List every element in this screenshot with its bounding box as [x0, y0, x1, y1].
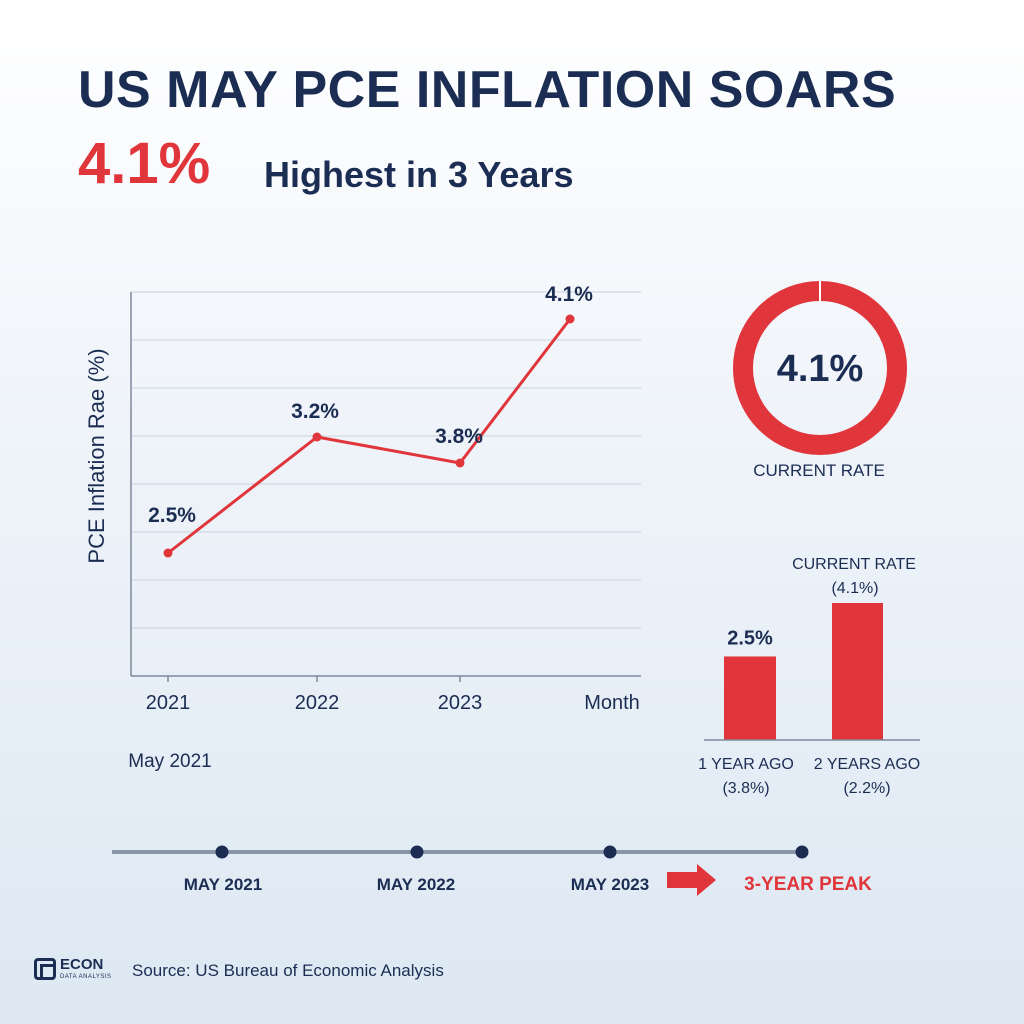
timeline-dot — [795, 845, 809, 859]
timeline: MAY 2021 MAY 2022 MAY 2023 3-YEAR PEAK — [112, 845, 872, 896]
data-point — [455, 458, 465, 468]
series-line — [167, 318, 572, 555]
timeline-dot — [410, 845, 424, 859]
logo-text: ECON — [60, 956, 104, 973]
x-axis-note: May 2021 — [128, 751, 211, 772]
timeline-dot — [215, 845, 229, 859]
ring-center-label: 4.1% — [777, 348, 864, 390]
data-point — [163, 548, 173, 558]
bar-value-label: CURRENT RATE — [792, 556, 916, 573]
data-label: 3.2% — [291, 400, 339, 423]
data-label: 3.8% — [435, 425, 483, 448]
data-point — [312, 432, 322, 442]
timeline-dot — [603, 845, 617, 859]
timeline-label: MAY 2023 — [571, 875, 649, 894]
headline-subtitle: Highest in 3 Years — [264, 154, 574, 195]
bar — [832, 603, 883, 740]
x-tick-label: 2021 — [146, 692, 191, 714]
bar-value-label: 2.5% — [727, 627, 773, 649]
timeline-label: MAY 2021 — [184, 875, 262, 894]
data-label: 4.1% — [545, 283, 593, 306]
line-chart: 2.5% 3.2% 3.8% 4.1% 2021 2022 2023 Month May 202… — [84, 283, 641, 772]
comparison-bar-chart: 2.5% CURRENT RATE (4.1%) 1 YEAR AGO (3.8%) 2 … — [698, 556, 920, 797]
ring-caption: CURRENT RATE — [753, 461, 885, 480]
timeline-label: MAY 2022 — [377, 875, 455, 894]
x-tick-label: 2022 — [295, 692, 340, 714]
peak-label: 3-YEAR PEAK — [744, 874, 872, 895]
source-text: Source: US Bureau of Economic Analysis — [132, 961, 444, 980]
bar — [724, 656, 776, 740]
current-rate-ring: 4.1% CURRENT RATE — [733, 280, 907, 480]
headline-title: US MAY PCE INFLATION SOARS — [78, 61, 897, 119]
footer: ECON DATA ANALYSIS Source: US Bureau of … — [34, 956, 534, 986]
econ-logo-icon — [34, 958, 56, 980]
x-axis-label: Month — [584, 692, 640, 714]
data-label: 2.5% — [148, 504, 196, 527]
bar-value-label: (4.1%) — [831, 580, 878, 597]
bar-category-label: (3.8%) — [722, 780, 769, 797]
logo-subtext: DATA ANALYSIS — [60, 974, 112, 980]
arrow-icon — [667, 864, 716, 896]
data-point — [565, 314, 575, 324]
x-tick-label: 2023 — [438, 692, 483, 714]
bar-category-label: 2 YEARS AGO — [814, 756, 920, 773]
bar-category-label: 1 YEAR AGO — [698, 756, 794, 773]
subheadline: 4.1% Highest in 3 Years — [78, 130, 778, 200]
headline-value: 4.1% — [78, 131, 211, 196]
bar-category-label: (2.2%) — [843, 780, 890, 797]
y-axis-label: PCE Inflation Rae (%) — [84, 348, 109, 563]
